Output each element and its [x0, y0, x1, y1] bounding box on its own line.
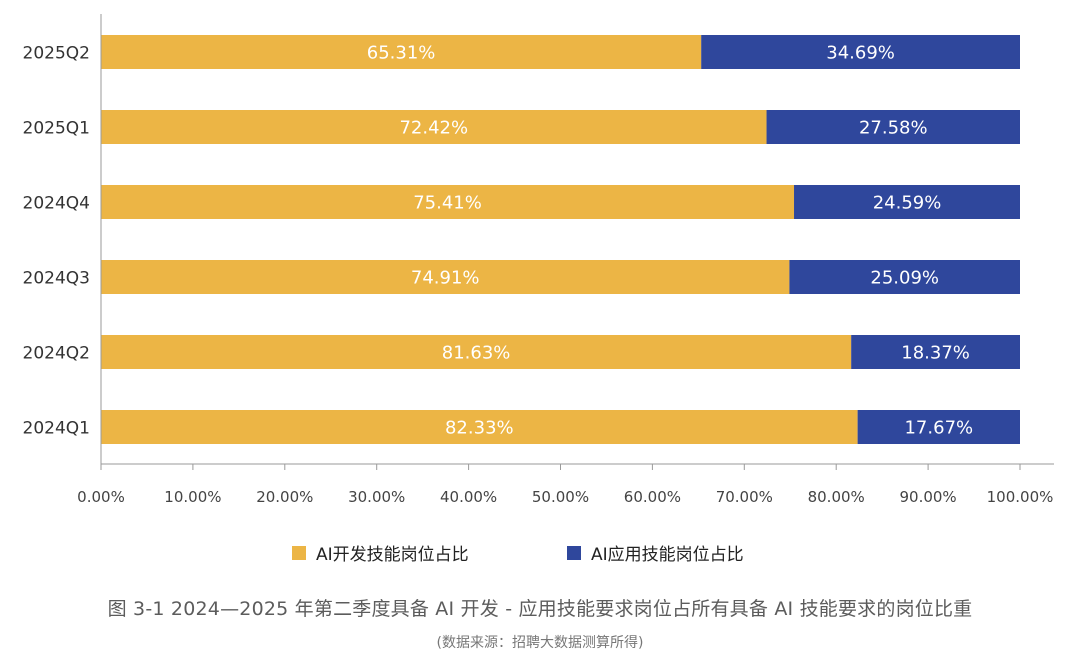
bar-2025Q1-series-1 — [766, 110, 1020, 144]
bar-2024Q1-series-1 — [857, 410, 1020, 444]
bar-2024Q4-series-1 — [794, 185, 1020, 219]
data-label-2024Q2-series-0: 81.63% — [442, 343, 511, 364]
y-tick-label: 2024Q2 — [23, 344, 90, 364]
data-source-note: (数据来源：招聘大数据测算所得) — [436, 635, 644, 651]
bar-2024Q3-series-0 — [101, 260, 790, 294]
x-tick-label: 80.00% — [808, 488, 865, 506]
bar-2025Q2-series-1 — [701, 35, 1020, 69]
x-tick-label: 60.00% — [624, 488, 681, 506]
data-label-2024Q3-series-0: 74.91% — [411, 268, 480, 289]
bar-2025Q1-series-0 — [101, 110, 767, 144]
x-tick-label: 0.00% — [77, 488, 125, 506]
data-label-2024Q2-series-1: 18.37% — [901, 343, 970, 364]
legend-label-ai-dev: AI开发技能岗位占比 — [316, 545, 469, 565]
data-label-2025Q2-series-0: 65.31% — [367, 43, 436, 64]
legend: AI开发技能岗位占比 AI应用技能岗位占比 — [0, 540, 1080, 568]
x-tick-label: 90.00% — [899, 488, 956, 506]
figure-caption: 图 3-1 2024—2025 年第二季度具备 AI 开发 - 应用技能要求岗位… — [107, 598, 973, 620]
y-tick-label: 2025Q2 — [23, 44, 90, 64]
x-tick-label: 30.00% — [348, 488, 405, 506]
data-label-2025Q1-series-0: 72.42% — [399, 118, 468, 139]
bar-2024Q2-series-1 — [851, 335, 1020, 369]
legend-item-ai-app: AI应用技能岗位占比 — [567, 540, 744, 565]
data-label-2024Q1-series-0: 82.33% — [445, 418, 514, 439]
data-label-2025Q2-series-1: 34.69% — [826, 43, 895, 64]
x-tick-label: 40.00% — [440, 488, 497, 506]
y-tick-label: 2024Q3 — [23, 269, 90, 289]
data-label-2025Q1-series-1: 27.58% — [859, 118, 928, 139]
y-tick-label: 2025Q1 — [23, 119, 90, 139]
x-tick-label: 20.00% — [256, 488, 313, 506]
x-tick-label: 100.00% — [987, 488, 1054, 506]
bar-2024Q4-series-0 — [101, 185, 795, 219]
y-tick-label: 2024Q1 — [23, 419, 90, 439]
x-tick-label: 50.00% — [532, 488, 589, 506]
bar-2024Q3-series-1 — [789, 260, 1020, 294]
bar-2024Q1-series-0 — [101, 410, 858, 444]
y-tick-label: 2024Q4 — [23, 194, 90, 214]
bar-2024Q2-series-0 — [101, 335, 852, 369]
legend-swatch-ai-dev — [292, 545, 306, 560]
x-tick-label: 10.00% — [164, 488, 221, 506]
data-label-2024Q4-series-1: 24.59% — [873, 193, 942, 214]
x-tick-label: 70.00% — [716, 488, 773, 506]
stacked-bar-chart: 65.31% 34.69% 72.42% 27.58% 75.41% 24.59% 74.9… — [23, 14, 1054, 506]
legend-item-ai-dev: AI开发技能岗位占比 — [292, 540, 469, 565]
bar-2025Q2-series-0 — [101, 35, 702, 69]
y-tick-labels: 2025Q2 2025Q1 2024Q4 2024Q3 2024Q2 2024Q1 — [23, 44, 90, 439]
data-label-2024Q1-series-1: 17.67% — [904, 418, 973, 439]
x-axis: 0.00% 10.00% 20.00% 30.00% 40.00% 50.00% 60.00… — [77, 14, 1054, 506]
legend-swatch-ai-app — [567, 545, 581, 560]
data-label-2024Q4-series-0: 75.41% — [413, 193, 482, 214]
bars-group: 65.31% 34.69% 72.42% 27.58% 75.41% 24.59% 74.9… — [101, 35, 1020, 444]
data-label-2024Q3-series-1: 25.09% — [870, 268, 939, 289]
legend-label-ai-app: AI应用技能岗位占比 — [591, 545, 744, 565]
